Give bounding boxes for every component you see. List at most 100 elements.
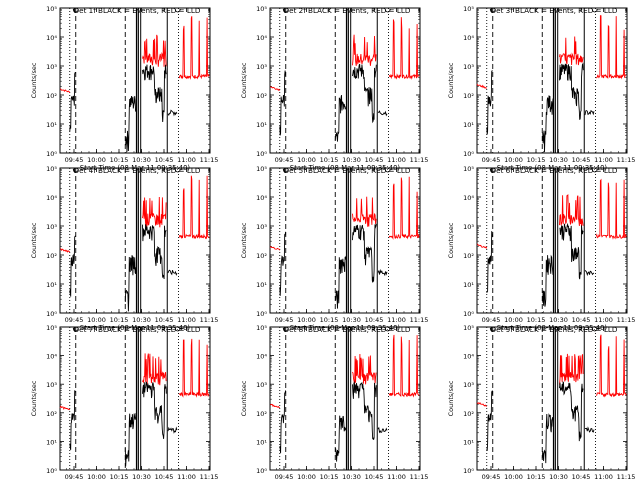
y-tick-label: 10¹ [256,281,267,289]
events-series-line [334,255,347,309]
x-axis-label: Start Time (08-Mar-11 09:35:40) [290,324,400,332]
marker-arc [174,327,181,332]
x-tick-label: 10:45 [572,316,591,324]
y-tick-label: 10⁴ [46,34,57,42]
x-tick-label: 09:45 [275,316,294,324]
x-tick-label: 10:15 [527,316,546,324]
events-series-line [559,381,584,442]
x-tick-label: 10:45 [572,473,591,480]
x-tick-label: 10:00 [297,156,316,164]
lld-series-line [352,34,377,66]
y-tick-label: 10³ [463,381,474,389]
y-tick-label: 10⁵ [463,324,474,332]
y-tick-label: 10⁴ [256,194,267,202]
x-tick-label: 10:45 [155,316,174,324]
y-tick-label: 10³ [46,223,57,231]
y-tick-label: 10² [463,252,474,260]
events-series-line [334,95,347,142]
x-tick-label: 10:45 [365,156,384,164]
x-tick-label: 10:30 [132,316,151,324]
plot-frame [476,326,628,471]
marker-arc [72,168,79,173]
x-tick-label: 11:15 [200,156,219,164]
x-tick-label: 09:45 [482,473,501,480]
panel-title: Det 7f BLACK = Events, RED = LLD [74,325,201,334]
x-tick-label: 10:00 [297,473,316,480]
marker-arc [282,168,289,173]
y-axis-label: Counts/sec [240,62,248,98]
x-tick-label: 10:45 [155,473,174,480]
events-series-line [279,70,287,136]
plot-frame [59,167,211,314]
x-tick-label: 10:15 [320,156,339,164]
lld-series-line [388,17,420,80]
y-axis-label: Counts/sec [240,380,248,416]
events-series-line [584,270,595,277]
y-tick-label: 10² [256,92,267,100]
events-series-line [142,381,167,439]
events-series-line [541,413,554,464]
y-tick-label: 10³ [256,223,267,231]
x-tick-label: 11:00 [594,316,613,324]
x-tick-label: 10:45 [155,156,174,164]
plot-frame [476,167,628,314]
y-tick-label: 10⁵ [256,165,267,173]
x-tick-label: 09:45 [65,316,84,324]
x-tick-label: 10:30 [549,156,568,164]
lld-series-line [59,405,71,411]
plot-frame [269,326,421,471]
events-series-line [486,231,494,294]
lld-series-line [269,86,281,91]
y-tick-label: 10⁰ [46,310,57,318]
x-tick-label: 10:30 [549,473,568,480]
x-axis-label: Start Time (08-Mar-11 09:35:40) [497,324,607,332]
x-tick-label: 09:45 [275,473,294,480]
x-tick-label: 11:00 [387,473,406,480]
y-tick-label: 10⁰ [256,150,267,158]
plot-frame [59,7,211,154]
panel-det-1: Det 1f BLACK = Events, RED = LLD 10⁰ 10¹ 10… [30,5,218,172]
x-tick-label: 09:45 [275,156,294,164]
y-tick-label: 10⁰ [463,150,474,158]
y-tick-label: 10⁵ [463,165,474,173]
lld-series-line [142,196,167,228]
events-series-line [352,223,377,283]
events-series-line [486,70,493,135]
lld-series-line [559,36,584,66]
events-series-line [167,269,178,276]
panel-det-8: Det 8f BLACK = Events, RED = LLD 10⁰ 10¹ 10… [240,324,428,480]
lld-series-line [388,334,420,398]
panel-det-6: Det 6f BLACK = Events, RED = LLD 10⁰ 10¹ 10… [447,165,635,332]
lld-series-line [595,178,627,240]
x-tick-label: 10:15 [527,473,546,480]
x-tick-label: 10:00 [87,316,106,324]
marker-arc [489,8,496,13]
x-tick-label: 11:00 [177,156,196,164]
y-tick-label: 10⁰ [463,467,474,475]
x-tick-label: 11:00 [387,156,406,164]
y-tick-label: 10² [256,410,267,418]
marker-arc [384,8,391,13]
events-series-line [69,71,76,132]
y-tick-label: 10⁴ [46,194,57,202]
y-axis-label: Counts/sec [30,380,38,416]
panel-det-9: Det 9f BLACK = Events, RED = LLD 10⁰ 10¹ 10… [447,324,635,480]
x-tick-label: 11:00 [177,316,196,324]
events-series-line [559,62,584,120]
x-tick-label: 11:15 [410,316,429,324]
lld-series-line [142,34,167,67]
events-series-line [69,235,76,297]
marker-arc [489,168,496,173]
y-tick-label: 10⁵ [46,165,57,173]
marker-arc [282,327,289,332]
plot-frame [476,7,628,154]
marker-arc [174,168,181,173]
y-axis-label: Counts/sec [30,62,38,98]
plot-frame [269,167,421,314]
marker-arc [72,8,79,13]
y-tick-label: 10² [256,252,267,260]
panel-title: Det 8f BLACK = Events, RED = LLD [284,325,411,334]
events-series-line [142,64,167,123]
x-tick-label: 10:15 [110,473,129,480]
